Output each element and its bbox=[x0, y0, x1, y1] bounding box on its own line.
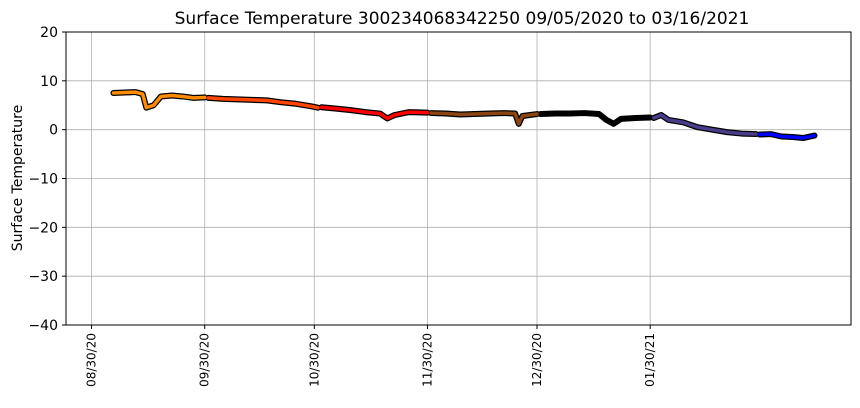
series-line bbox=[429, 111, 539, 126]
series-line bbox=[538, 111, 652, 126]
series-line bbox=[757, 132, 817, 140]
x-tick-label: 11/30/20 bbox=[420, 333, 434, 387]
y-tick-label: 20 bbox=[40, 25, 58, 41]
chart-title: Surface Temperature 300234068342250 09/0… bbox=[175, 9, 750, 29]
series-line bbox=[319, 105, 430, 121]
y-tick-label: −20 bbox=[28, 220, 58, 236]
series-line bbox=[206, 96, 320, 110]
x-tick-label: 08/30/20 bbox=[85, 333, 99, 387]
x-tick-label: 10/30/20 bbox=[307, 333, 321, 387]
y-tick-label: 0 bbox=[49, 123, 58, 139]
y-tick-label: −10 bbox=[28, 172, 58, 188]
x-tick-label: 12/30/20 bbox=[530, 333, 544, 387]
y-axis-label: Surface Temperature bbox=[10, 105, 26, 251]
x-tick-label: 01/30/21 bbox=[643, 333, 657, 387]
series-line bbox=[652, 113, 758, 136]
series-line bbox=[111, 90, 207, 110]
y-tick-label: −40 bbox=[28, 318, 58, 334]
y-tick-label: 10 bbox=[40, 74, 58, 90]
x-tick-label: 09/30/20 bbox=[198, 333, 212, 387]
y-tick-label: −30 bbox=[28, 269, 58, 285]
